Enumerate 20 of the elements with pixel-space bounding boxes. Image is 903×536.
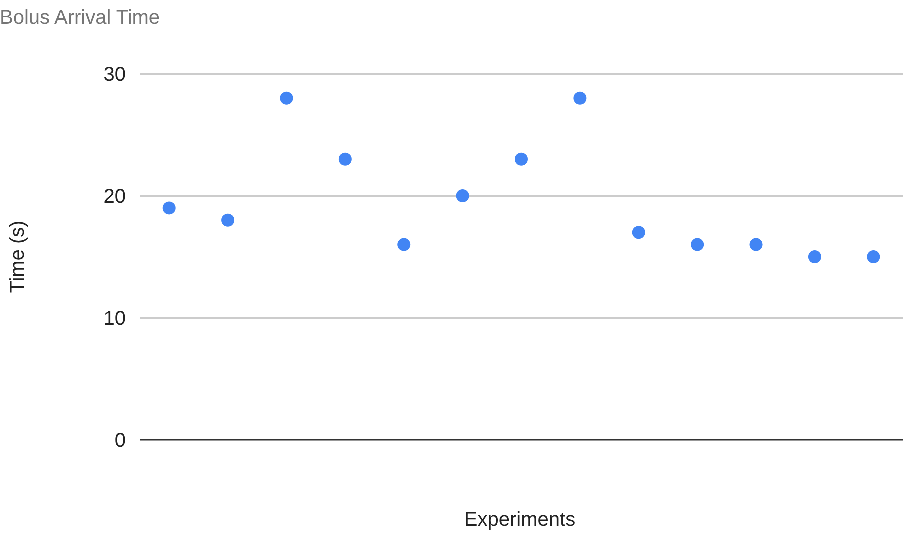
point [456,190,470,202]
x-axis-title: Experiments [464,509,576,531]
y-tick-label: 0 [114,430,126,452]
y-tick-label: 20 [104,186,126,208]
point [808,250,822,264]
point [280,92,294,105]
y-tick-label: 10 [104,308,126,330]
y-axis-title: Time (s) [7,220,29,294]
point [398,238,411,252]
point [691,238,704,252]
point [515,152,528,166]
y-tick-label: 30 [104,64,126,86]
point [222,214,235,227]
point [574,92,587,105]
point [867,250,880,264]
point [632,226,646,240]
point [750,238,763,252]
point [338,152,352,166]
chart-title: Bolus Arrival Time [0,7,160,29]
point [162,202,176,215]
